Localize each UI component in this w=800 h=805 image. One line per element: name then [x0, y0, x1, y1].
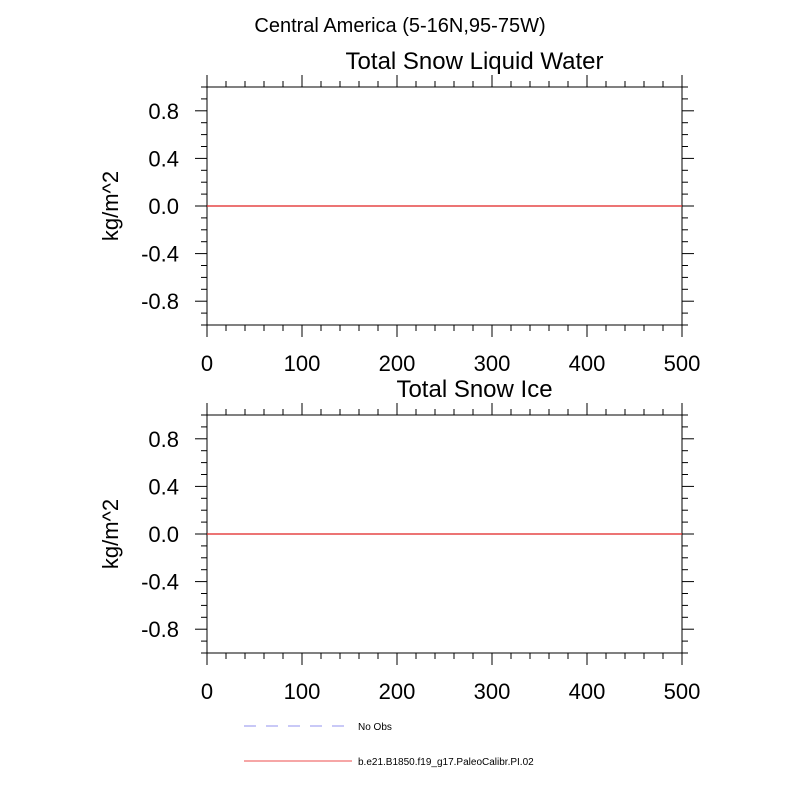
y-tick-label: 0.4 — [148, 146, 179, 171]
x-tick-label: 100 — [284, 679, 321, 704]
x-tick-label: 200 — [379, 351, 416, 376]
x-tick-label: 200 — [379, 679, 416, 704]
x-tick-label: 500 — [664, 351, 701, 376]
y-tick-label: 0.8 — [148, 99, 179, 124]
y-tick-label: -0.8 — [141, 289, 179, 314]
x-tick-label: 0 — [201, 351, 213, 376]
y-axis-label: kg/m^2 — [98, 171, 123, 241]
figure-suptitle: Central America (5-16N,95-75W) — [254, 15, 545, 37]
x-tick-label: 100 — [284, 351, 321, 376]
x-tick-label: 300 — [474, 679, 511, 704]
panel-1: Total Snow Liquid Water 0.8 0.4 0.0 -0.4 -0.8… — [98, 48, 700, 376]
legend-label-2: b.e21.B1850.f19_g17.PaleoCalibr.PI.02 — [358, 757, 534, 768]
legend: No Obs b.e21.B1850.f19_g17.PaleoCalibr.PI… — [244, 722, 534, 768]
panel-title: Total Snow Ice — [396, 376, 552, 403]
x-tick-label: 400 — [569, 679, 606, 704]
x-tick-label: 400 — [569, 351, 606, 376]
y-tick-label: -0.4 — [141, 570, 179, 595]
panel-title: Total Snow Liquid Water — [346, 48, 604, 75]
y-tick-label: 0.8 — [148, 427, 179, 452]
y-tick-label: 0.0 — [148, 194, 179, 219]
x-tick-label: 500 — [664, 679, 701, 704]
legend-label-1: No Obs — [358, 722, 392, 733]
x-tick-label: 300 — [474, 351, 511, 376]
y-tick-label: 0.0 — [148, 522, 179, 547]
panel-2: Total Snow Ice 0.8 0.4 0.0 -0.4 -0.8 0 100 200 30… — [98, 376, 700, 704]
x-tick-label: 0 — [201, 679, 213, 704]
y-axis-label: kg/m^2 — [98, 499, 123, 569]
y-tick-label: -0.4 — [141, 242, 179, 267]
y-tick-label: -0.8 — [141, 617, 179, 642]
y-tick-label: 0.4 — [148, 474, 179, 499]
